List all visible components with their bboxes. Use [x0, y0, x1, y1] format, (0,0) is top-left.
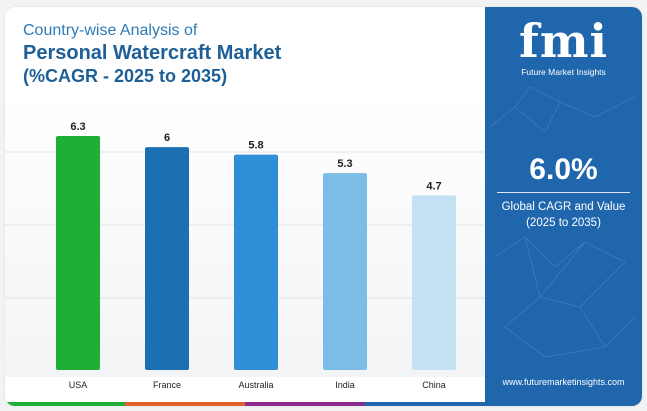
bar-india: [323, 173, 367, 370]
infographic-card: Country-wise Analysis of Personal Waterc…: [5, 7, 642, 406]
bottom-color-strip: [5, 402, 485, 406]
page-title: Personal Watercraft Market: [23, 42, 282, 64]
bar-value-label: 6.3: [70, 121, 85, 133]
side-panel: fmi Future Market Insights 6.0% Global C…: [485, 7, 642, 406]
strip-segment: [365, 402, 485, 406]
title-subtitle: (%CAGR - 2025 to 2035): [23, 66, 228, 86]
title-block: Country-wise Analysis of Personal Waterc…: [23, 21, 281, 87]
bar-value-label: 5.8: [248, 140, 263, 152]
title-line-1: Country-wise Analysis of: [23, 22, 198, 39]
network-pattern-decoration: [489, 86, 636, 358]
category-tick-label: Australia: [238, 380, 273, 390]
bar-value-label: 4.7: [426, 180, 441, 192]
category-tick-label: France: [153, 380, 181, 390]
category-tick-label: India: [335, 380, 355, 390]
bar-france: [145, 147, 189, 370]
fmi-logo-mark: fmi: [519, 14, 608, 68]
kpi-divider: [497, 192, 630, 193]
bar-value-label: 6: [164, 132, 170, 144]
strip-segment: [5, 402, 125, 406]
bar-chart: 6.3 USA 6 France 5.8 Australia 5.3 India 4.7 Chin…: [5, 121, 485, 390]
strip-segment: [125, 402, 245, 406]
bar-value-label: 5.3: [337, 158, 352, 170]
brand-logo: fmi Future Market Insights: [485, 17, 642, 77]
bar-china: [412, 195, 456, 370]
logo-caption: Future Market Insights: [521, 67, 606, 77]
kpi-label-line-1: Global CAGR and Value: [501, 201, 626, 213]
website-link[interactable]: www.futuremarketinsights.com: [502, 377, 625, 387]
kpi-label-line-2: (2025 to 2035): [526, 217, 601, 229]
bar-usa: [56, 136, 100, 370]
global-cagr-value: 6.0%: [529, 153, 598, 186]
global-cagr-label: Global CAGR and Value (2025 to 2035): [485, 199, 642, 231]
category-tick-label: China: [422, 380, 446, 390]
bar-australia: [234, 154, 278, 370]
category-tick-label: USA: [69, 380, 88, 390]
strip-segment: [245, 402, 365, 406]
